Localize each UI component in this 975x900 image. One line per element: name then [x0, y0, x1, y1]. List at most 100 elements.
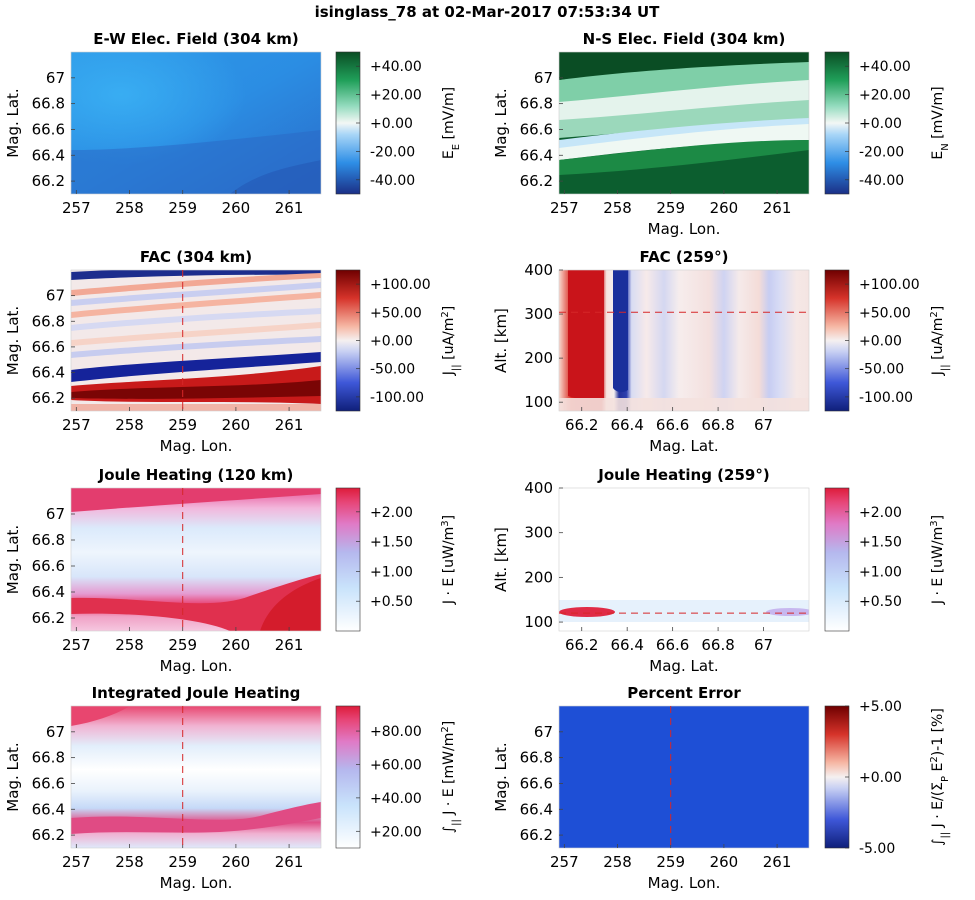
colorbar-tick-label: +0.00 [370, 116, 413, 132]
panel-title: Joule Heating (259°) [597, 466, 769, 484]
plot-frame [70, 51, 322, 195]
heatmap-fac-top-band [71, 270, 321, 280]
x-tick-label: 258 [115, 636, 144, 654]
colorbar-tick-label: +0.50 [859, 594, 902, 610]
y-tick-label: 66.6 [32, 557, 65, 575]
colorbar-label: EN [mV/m] [930, 86, 951, 159]
x-tick-label: 67 [754, 636, 773, 654]
colorbar-tick-label: -40.00 [859, 173, 904, 189]
colorbar-tick-label: +1.00 [370, 564, 413, 580]
heatmap-jh-lat-hotspot [559, 607, 615, 617]
panel-jh-259 [559, 488, 809, 631]
y-axis-label: Mag. Lat. [4, 742, 22, 811]
colorbar-label: J · E [uW/m3] [929, 515, 947, 605]
panel-title: E-W Elec. Field (304 km) [93, 30, 298, 48]
x-tick-label: 258 [603, 199, 632, 217]
x-tick-label: 261 [275, 416, 304, 434]
colorbar-label: J|| [uA/m2] [929, 306, 951, 376]
colorbar-tick-label: -50.00 [370, 362, 415, 378]
colorbar [824, 269, 850, 412]
y-axis-label: Mag. Lat. [492, 742, 510, 811]
colorbar-tick-label: +60.00 [370, 757, 422, 773]
y-tick-label: 200 [524, 568, 553, 586]
colorbar-tick-label: +40.00 [370, 791, 422, 807]
colorbar-tick-label: +0.00 [370, 334, 413, 350]
colorbar-tick-label: +5.00 [859, 699, 902, 715]
colorbar-tick-label: -5.00 [859, 841, 895, 857]
panel-title: Percent Error [627, 684, 741, 702]
colorbar-tick-label: +1.50 [859, 535, 902, 551]
plot-frame [70, 269, 322, 412]
colorbar-label: J · E [uW/m3] [440, 515, 458, 605]
y-tick-label: 66.8 [32, 95, 65, 113]
y-tick-label: 66.4 [32, 364, 65, 382]
colorbar [335, 705, 361, 849]
heatmap-ijh-bottom-band [71, 802, 321, 834]
x-tick-label: 259 [168, 636, 197, 654]
x-tick-label: 66.8 [701, 416, 734, 434]
heatmap-fac-dark-red [71, 380, 321, 399]
y-tick-label: 66.2 [32, 826, 65, 844]
x-tick-label: 260 [222, 199, 251, 217]
heatmap-ew-dark-corner [230, 160, 321, 194]
x-axis-label: Mag. Lon. [160, 657, 233, 675]
heatmap-ns-band-bottom [559, 150, 809, 194]
plot-frame [70, 487, 322, 632]
heatmap-jh-bottom-band [71, 574, 321, 631]
y-tick-label: 66.8 [32, 531, 65, 549]
x-tick-label: 260 [222, 853, 251, 871]
panel-fac-304 [71, 270, 321, 411]
y-tick-label: 66.4 [32, 583, 65, 601]
y-tick-label: 300 [524, 524, 553, 542]
heatmap-jh-top-band [71, 488, 321, 512]
x-tick-label: 67 [754, 416, 773, 434]
heatmap-ijh-top-band [71, 706, 130, 726]
heatmap-ns-band-mid [559, 100, 809, 138]
x-axis-label: Mag. Lon. [160, 437, 233, 455]
y-tick-label: 66.8 [32, 312, 65, 330]
x-tick-label: 66.8 [701, 636, 734, 654]
x-axis-label: Mag. Lon. [648, 220, 721, 238]
y-tick-label: 66.2 [32, 389, 65, 407]
x-tick-label: 258 [115, 416, 144, 434]
y-axis-label: Alt. [km] [492, 308, 510, 373]
y-tick-label: 66.4 [32, 146, 65, 164]
x-tick-label: 258 [115, 199, 144, 217]
x-tick-label: 257 [550, 853, 579, 871]
x-tick-label: 66.2 [565, 636, 598, 654]
heatmap-jh-lat-warm [766, 608, 809, 616]
plot-frame [558, 51, 810, 195]
x-tick-label: 261 [275, 636, 304, 654]
colorbar [335, 487, 361, 632]
colorbar [824, 487, 850, 632]
colorbar-tick-label: +0.00 [859, 334, 902, 350]
x-tick-label: 66.4 [610, 636, 643, 654]
colorbar-tick-label: -40.00 [370, 173, 415, 189]
y-tick-label: 67 [534, 723, 553, 741]
panel-percent-error [559, 706, 809, 848]
y-tick-label: 66.6 [520, 774, 553, 792]
y-tick-label: 66.6 [32, 338, 65, 356]
plot-frame [558, 487, 810, 632]
x-tick-label: 66.2 [565, 416, 598, 434]
plot-frame [70, 705, 322, 849]
colorbar-tick-label: +20.00 [370, 824, 422, 840]
x-tick-label: 261 [275, 853, 304, 871]
colorbar-tick-label: +0.50 [370, 594, 413, 610]
y-tick-label: 200 [524, 349, 553, 367]
y-tick-label: 67 [46, 505, 65, 523]
x-tick-label: 257 [62, 636, 91, 654]
x-tick-label: 66.4 [610, 416, 643, 434]
y-tick-label: 66.8 [520, 749, 553, 767]
y-tick-label: 67 [46, 287, 65, 305]
panel-fac-259 [559, 270, 809, 411]
x-tick-label: 257 [62, 199, 91, 217]
colorbar-tick-label: +0.00 [859, 116, 902, 132]
panel-ew-field [71, 52, 321, 194]
x-tick-label: 259 [168, 853, 197, 871]
y-tick-label: 66.8 [32, 749, 65, 767]
x-tick-label: 260 [222, 636, 251, 654]
colorbar-tick-label: +2.00 [859, 505, 902, 521]
colorbar-tick-label: +1.00 [859, 564, 902, 580]
y-tick-label: 66.2 [520, 826, 553, 844]
